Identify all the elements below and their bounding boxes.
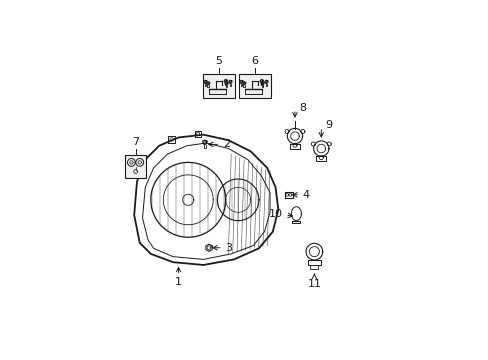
Text: 4: 4 (302, 190, 309, 200)
Text: 6: 6 (251, 56, 258, 66)
Text: 5: 5 (215, 56, 222, 66)
Text: 9: 9 (325, 120, 332, 130)
Text: 3: 3 (225, 243, 232, 253)
Text: 2: 2 (223, 139, 229, 149)
Text: 10: 10 (268, 209, 282, 219)
Bar (238, 75, 270, 98)
Text: 11: 11 (307, 279, 321, 289)
Text: 1: 1 (175, 278, 182, 287)
Text: 7: 7 (132, 137, 139, 147)
Text: 8: 8 (299, 103, 305, 113)
Bar (203, 75, 234, 98)
Bar (125, 156, 146, 177)
